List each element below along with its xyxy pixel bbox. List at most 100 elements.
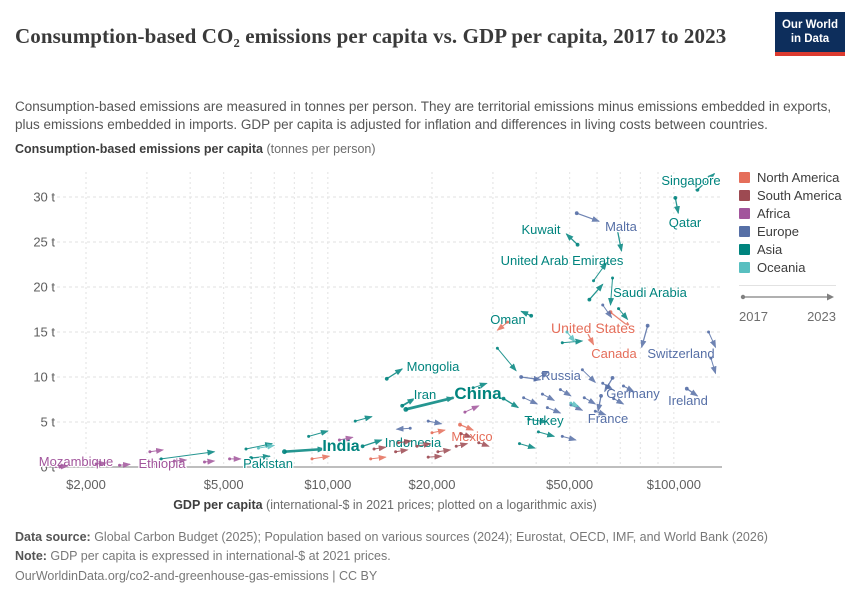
trajectory-unlabeled[interactable]	[426, 453, 443, 460]
trajectory-unlabeled[interactable]	[436, 447, 452, 454]
trajectory-unlabeled[interactable]	[522, 396, 539, 405]
legend-item-north-america[interactable]: North America	[739, 168, 839, 186]
legend: North America South America Africa Europ…	[739, 168, 842, 324]
country-label: Oman	[490, 312, 525, 327]
legend-item-europe[interactable]: Europe	[739, 222, 839, 240]
trajectory-malta[interactable]: Malta	[574, 211, 639, 235]
trajectory-unlabeled[interactable]	[495, 346, 517, 372]
trajectory-unlabeled[interactable]	[463, 405, 480, 414]
trajectory-mongolia[interactable]: Mongolia	[384, 358, 461, 381]
owid-logo-accent-bar	[775, 52, 845, 56]
trajectory-unlabeled[interactable]	[527, 417, 548, 424]
trajectory-mexico[interactable]: Mexico	[450, 422, 494, 445]
trajectory-mozambique[interactable]: Mozambique	[38, 453, 115, 471]
trajectory-unlabeled[interactable]	[426, 419, 443, 426]
trajectory-unlabeled[interactable]	[118, 461, 131, 468]
trajectory-oman[interactable]: Oman	[489, 310, 534, 328]
trajectory-unlabeled[interactable]	[256, 443, 276, 450]
trajectory-france[interactable]: France	[587, 394, 629, 427]
trajectory-unlabeled[interactable]	[536, 430, 556, 438]
country-label: Qatar	[669, 215, 702, 230]
legend-swatch-oceania	[739, 261, 750, 273]
country-label: Singapore	[661, 173, 720, 188]
owid-logo[interactable]: Our World in Data	[775, 12, 845, 56]
trajectory-unlabeled[interactable]	[415, 442, 432, 448]
trajectory-unlabeled[interactable]	[337, 435, 354, 442]
trajectory-unlabeled[interactable]	[310, 454, 331, 461]
trajectory-unlabeled[interactable]	[496, 320, 510, 331]
country-label: Saudi Arabia	[613, 285, 687, 300]
trajectory-unlabeled[interactable]	[454, 442, 469, 449]
trajectory-ireland[interactable]: Ireland	[667, 386, 709, 409]
trajectory-unlabeled[interactable]	[558, 388, 572, 397]
trajectory-unlabeled[interactable]	[569, 401, 580, 408]
owid-logo-line1: Our World	[781, 18, 838, 31]
trajectory-unlabeled[interactable]	[545, 406, 562, 414]
legend-item-south-america[interactable]: South America	[739, 186, 842, 204]
trajectory-unlabeled[interactable]	[707, 330, 717, 349]
trajectory-unlabeled[interactable]	[202, 458, 216, 465]
trajectory-united-states[interactable]: United States	[550, 310, 636, 337]
trajectory-unlabeled[interactable]	[369, 454, 387, 461]
trajectory-unlabeled[interactable]	[601, 303, 613, 319]
trajectory-iran[interactable]: Iran	[400, 386, 437, 408]
trajectory-saudi-arabia[interactable]: Saudi Arabia	[587, 283, 689, 302]
trajectory-unlabeled[interactable]	[601, 381, 614, 391]
trajectory-kuwait[interactable]: Kuwait	[520, 221, 580, 247]
country-label: Kuwait	[521, 222, 560, 237]
legend-item-oceania[interactable]: Oceania	[739, 258, 839, 276]
trajectory-unlabeled[interactable]	[172, 457, 188, 464]
x-axis-title-rest: (international-$ in 2021 prices; plotted…	[262, 498, 597, 512]
trajectory-unlabeled[interactable]	[394, 447, 409, 454]
trajectory-unlabeled[interactable]	[582, 396, 597, 405]
trajectory-qatar[interactable]: Qatar	[667, 196, 703, 231]
trajectory-unlabeled[interactable]	[459, 432, 473, 438]
trajectory-china[interactable]: China	[403, 383, 503, 412]
trajectory-unlabeled[interactable]	[94, 460, 107, 467]
trajectory-unlabeled[interactable]	[608, 276, 615, 306]
trajectory-unlabeled[interactable]	[430, 428, 446, 435]
footer-license[interactable]: OurWorldinData.org/co2-and-greenhouse-ga…	[15, 568, 378, 583]
trajectory-unlabeled[interactable]	[307, 430, 329, 438]
trajectory-unlabeled[interactable]	[517, 442, 536, 450]
trajectory-united-arab-emirates[interactable]: United Arab Emirates	[499, 223, 625, 269]
y-tick-label: 15 t	[33, 325, 55, 340]
y-axis-title-rest: (tonnes per person)	[262, 142, 376, 156]
trajectory-unlabeled[interactable]	[396, 438, 413, 445]
trajectory-russia[interactable]: Russia	[519, 367, 583, 384]
trajectory-singapore[interactable]: Singapore	[660, 172, 722, 192]
legend-divider	[739, 285, 836, 286]
trajectory-unlabeled[interactable]	[560, 434, 577, 442]
trajectory-unlabeled[interactable]	[540, 392, 556, 401]
trajectory-unlabeled[interactable]	[709, 356, 717, 375]
trajectory-unlabeled[interactable]	[617, 307, 629, 321]
trajectory-canada[interactable]: Canada	[584, 329, 639, 362]
trajectory-unlabeled[interactable]	[533, 371, 550, 382]
trajectory-unlabeled[interactable]	[159, 449, 216, 461]
trajectory-unlabeled[interactable]	[148, 447, 165, 454]
trajectory-unlabeled[interactable]	[228, 455, 242, 462]
trajectory-unlabeled[interactable]	[593, 409, 607, 416]
trajectory-pakistan[interactable]: Pakistan	[242, 453, 294, 472]
trajectory-unlabeled[interactable]	[58, 463, 69, 470]
legend-swatch-asia	[739, 243, 750, 255]
trajectory-unlabeled[interactable]	[477, 441, 490, 447]
trajectory-unlabeled[interactable]	[592, 261, 608, 283]
trajectory-unlabeled[interactable]	[471, 382, 488, 390]
legend-item-asia[interactable]: Asia	[739, 240, 839, 258]
trajectory-india[interactable]: India	[282, 437, 361, 456]
legend-item-africa[interactable]: Africa	[739, 204, 839, 222]
trajectory-unlabeled[interactable]	[372, 445, 387, 452]
trajectory-turkey[interactable]: Turkey	[501, 396, 565, 429]
trajectory-germany[interactable]: Germany	[604, 376, 661, 402]
trajectory-unlabeled[interactable]	[353, 415, 373, 423]
trajectory-unlabeled[interactable]	[580, 368, 597, 384]
trajectory-unlabeled[interactable]	[395, 425, 412, 432]
trajectory-unlabeled[interactable]	[560, 338, 584, 345]
trajectory-switzerland[interactable]: Switzerland	[640, 323, 716, 362]
trajectory-unlabeled[interactable]	[565, 330, 576, 343]
trajectory-unlabeled[interactable]	[612, 397, 625, 405]
trajectory-unlabeled[interactable]	[621, 384, 635, 392]
